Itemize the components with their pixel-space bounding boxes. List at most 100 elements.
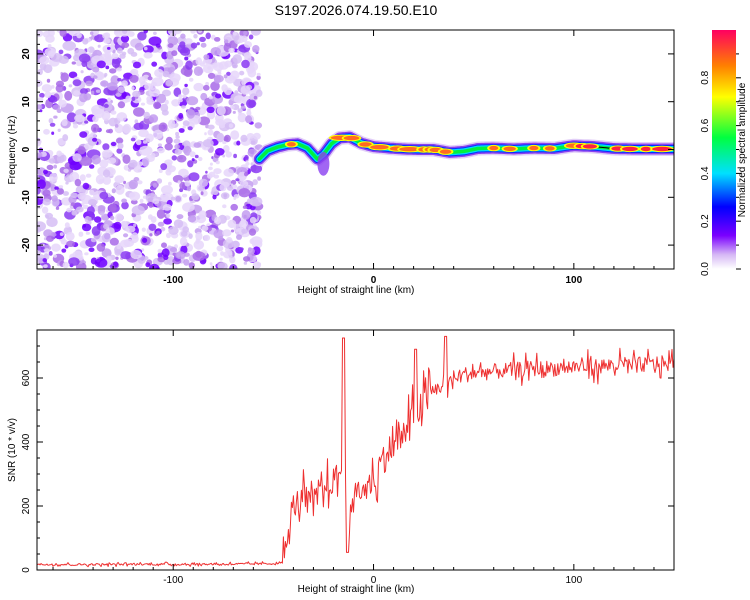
noise-speckle <box>182 94 187 99</box>
noise-speckle <box>175 195 182 202</box>
noise-speckle <box>78 231 84 237</box>
noise-speckle <box>148 203 154 208</box>
noise-speckle <box>44 212 54 219</box>
noise-speckle <box>93 75 98 79</box>
noise-speckle <box>117 86 125 93</box>
noise-speckle <box>43 264 48 268</box>
ridge-hotspot <box>439 149 452 154</box>
noise-speckle <box>121 198 127 203</box>
noise-speckle <box>105 255 112 263</box>
noise-speckle <box>63 168 69 173</box>
noise-speckle <box>207 124 215 130</box>
noise-speckle <box>214 216 221 225</box>
noise-speckle <box>200 42 207 48</box>
noise-speckle <box>114 175 125 184</box>
noise-speckle <box>88 247 95 252</box>
ridge-hotspot <box>622 146 638 152</box>
noise-speckle <box>155 153 159 157</box>
noise-speckle <box>152 198 160 205</box>
noise-speckle <box>70 202 76 207</box>
noise-speckle <box>90 237 97 243</box>
noise-speckle <box>37 97 44 103</box>
noise-speckle <box>157 256 166 263</box>
ridge-hotspot <box>286 142 296 147</box>
noise-speckle <box>148 36 162 46</box>
noise-speckle <box>187 126 193 131</box>
spectrogram-plot-area <box>37 30 674 269</box>
noise-speckle <box>184 180 191 187</box>
noise-speckle <box>231 63 238 69</box>
noise-speckle <box>82 182 90 190</box>
noise-speckle <box>200 191 204 196</box>
noise-speckle <box>142 74 150 81</box>
noise-speckle <box>167 43 174 48</box>
noise-speckle <box>191 158 195 162</box>
noise-speckle <box>148 223 157 231</box>
noise-speckle <box>193 33 198 39</box>
spectrogram-xlabel: Height of straight line (km) <box>298 285 415 296</box>
noise-speckle <box>179 181 186 190</box>
ridge-hotspot <box>359 142 372 147</box>
noise-speckle <box>128 192 136 198</box>
noise-speckle <box>135 92 139 96</box>
y-tick-label: 0 <box>21 146 32 152</box>
noise-speckle <box>117 77 122 82</box>
noise-speckle <box>122 154 131 164</box>
noise-speckle <box>92 66 100 73</box>
noise-speckle <box>212 194 217 200</box>
noise-speckle <box>37 179 46 189</box>
noise-speckle <box>43 248 50 253</box>
noise-speckle <box>252 48 257 53</box>
noise-speckle <box>68 257 80 266</box>
noise-speckle <box>223 89 227 93</box>
noise-speckle <box>158 122 168 132</box>
noise-speckle <box>244 171 249 177</box>
noise-speckle <box>209 262 213 266</box>
noise-speckle <box>230 203 238 211</box>
ridge-hotspot <box>343 135 360 141</box>
noise-speckle <box>89 31 94 35</box>
ridge-hotspot <box>489 145 499 151</box>
noise-speckle <box>110 206 116 212</box>
noise-speckle <box>232 54 242 64</box>
noise-speckle <box>180 33 186 39</box>
noise-speckle <box>59 30 67 37</box>
noise-speckle <box>195 57 203 66</box>
noise-speckle <box>42 31 51 38</box>
noise-speckle <box>156 209 165 219</box>
noise-speckle <box>202 139 214 148</box>
noise-speckle <box>237 108 243 113</box>
noise-speckle <box>107 46 111 50</box>
noise-speckle <box>39 56 50 65</box>
noise-speckle <box>100 80 109 87</box>
noise-speckle <box>76 60 82 67</box>
noise-speckle <box>64 222 70 228</box>
x-tick-label: 0 <box>371 275 377 286</box>
noise-speckle <box>213 168 222 175</box>
noise-speckle <box>64 90 73 101</box>
noise-speckle <box>43 128 50 135</box>
noise-speckle <box>65 231 75 241</box>
noise-speckle <box>156 178 163 184</box>
noise-speckle <box>116 67 122 72</box>
colorbar-tick-label: 0.4 <box>700 166 711 180</box>
noise-speckle <box>49 96 58 103</box>
noise-speckle <box>37 30 44 38</box>
noise-speckle <box>201 225 209 231</box>
noise-speckle <box>176 154 187 163</box>
noise-speckle <box>108 128 113 134</box>
noise-speckle <box>131 205 145 216</box>
noise-speckle <box>72 123 79 129</box>
noise-speckle <box>43 229 53 238</box>
noise-speckle <box>167 119 176 129</box>
noise-speckle <box>213 75 221 84</box>
noise-speckle <box>237 112 247 123</box>
noise-speckle <box>37 79 43 87</box>
noise-speckle <box>55 84 64 93</box>
noise-speckle <box>115 213 124 223</box>
noise-speckle <box>186 186 192 192</box>
noise-speckle <box>90 90 95 95</box>
noise-speckle <box>102 176 112 185</box>
noise-speckle <box>115 137 124 144</box>
noise-speckle <box>48 251 53 256</box>
